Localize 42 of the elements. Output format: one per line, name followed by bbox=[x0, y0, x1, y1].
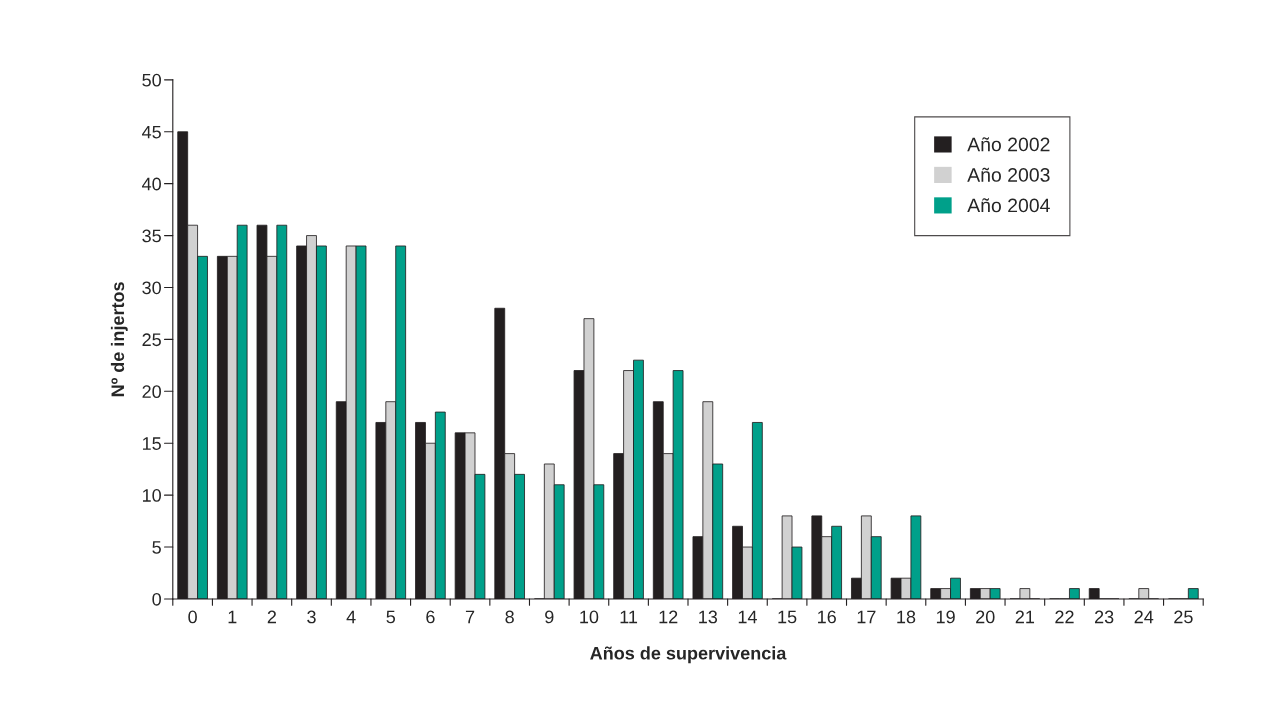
y-tick-label: 45 bbox=[142, 125, 161, 139]
x-tick-label: 24 bbox=[1134, 610, 1154, 624]
x-tick-label: 3 bbox=[307, 610, 316, 624]
y-tick-label: 0 bbox=[152, 592, 161, 606]
x-tick-label: 7 bbox=[465, 610, 475, 624]
legend-label: Año 2004 bbox=[967, 198, 1050, 213]
x-tick-label: 20 bbox=[976, 610, 995, 624]
x-tick-label: 17 bbox=[857, 610, 876, 624]
x-tick-label: 9 bbox=[545, 610, 554, 624]
x-tick-label: 12 bbox=[659, 610, 678, 624]
x-tick-label: 2 bbox=[267, 610, 276, 624]
x-tick-label: 16 bbox=[818, 610, 836, 624]
x-tick-label: 6 bbox=[426, 610, 435, 624]
x-tick-label: 5 bbox=[386, 610, 396, 624]
x-tick-label: 0 bbox=[188, 610, 197, 624]
x-tick-label: 25 bbox=[1174, 610, 1193, 624]
x-tick-label: 22 bbox=[1055, 610, 1074, 624]
y-tick-label: 30 bbox=[142, 281, 161, 295]
legend-label: Año 2002 bbox=[967, 137, 1050, 152]
x-axis-title: Años de supervivencia bbox=[590, 646, 787, 664]
x-tick-label: 19 bbox=[936, 610, 955, 624]
y-tick-label: 15 bbox=[142, 437, 161, 450]
x-tick-label: 23 bbox=[1094, 610, 1114, 624]
x-tick-label: 10 bbox=[580, 610, 599, 624]
x-tick-label: 11 bbox=[620, 610, 638, 624]
x-tick-label: 1 bbox=[228, 610, 237, 624]
x-tick-label: 4 bbox=[346, 610, 356, 624]
x-tick-label: 15 bbox=[778, 610, 797, 624]
x-tick-label: 13 bbox=[699, 610, 718, 624]
y-tick-label: 10 bbox=[142, 489, 161, 502]
y-tick-label: 40 bbox=[142, 177, 161, 191]
x-tick-label: 21 bbox=[1015, 610, 1035, 624]
x-tick-label: 18 bbox=[897, 610, 916, 624]
y-tick-label: 35 bbox=[142, 229, 161, 243]
y-tick-label: 20 bbox=[142, 385, 161, 399]
x-tick-label: 8 bbox=[505, 610, 514, 624]
y-tick-label: 5 bbox=[152, 541, 161, 554]
y-axis-title: Nº de injertos bbox=[110, 282, 128, 397]
x-tick-label: 14 bbox=[738, 610, 757, 624]
legend-label: Año 2003 bbox=[967, 167, 1050, 182]
y-tick-label: 50 bbox=[142, 73, 161, 87]
y-tick-label: 25 bbox=[142, 333, 161, 347]
